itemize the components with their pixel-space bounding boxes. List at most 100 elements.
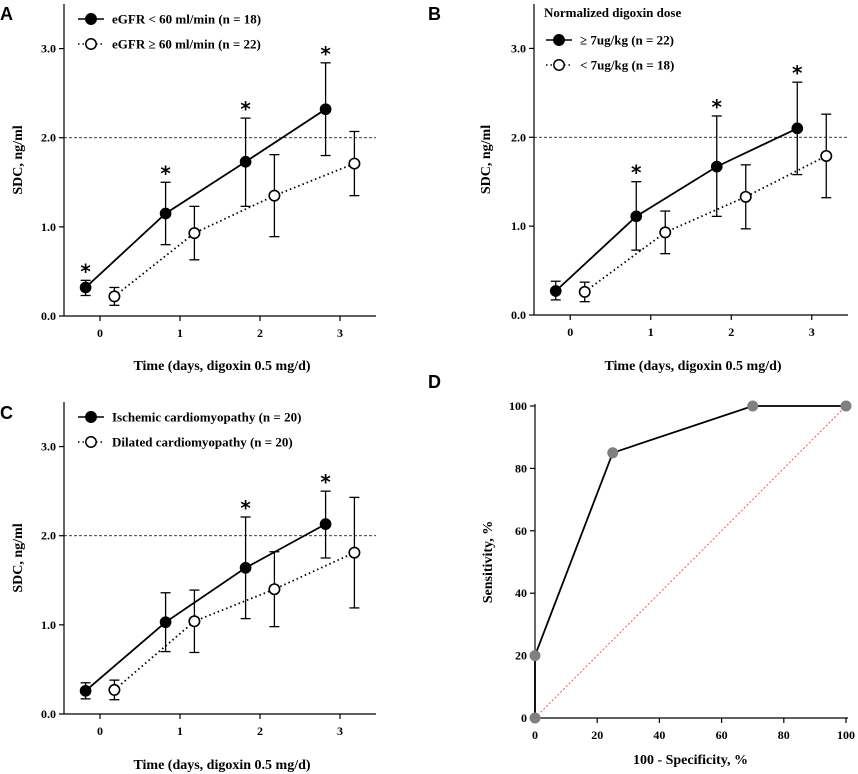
x-axis-title: Time (days, digoxin 0.5 mg/d)	[133, 758, 310, 773]
x-tick-label: 3	[809, 325, 815, 339]
x-tick-label: 100	[837, 728, 855, 742]
x-tick-label: 1	[177, 326, 183, 340]
series-line	[85, 523, 327, 692]
roc-point	[607, 447, 619, 459]
x-tick-label: 1	[648, 325, 654, 339]
x-tick-label: 3	[337, 724, 343, 738]
data-point	[108, 683, 121, 696]
y-tick-label: 0.0	[511, 308, 526, 322]
data-point	[578, 285, 591, 298]
y-tick-label: 2.0	[511, 130, 526, 144]
panel-label: D	[428, 372, 441, 392]
y-tick-label: 3.0	[41, 42, 56, 56]
significance-star: *	[631, 161, 642, 185]
series-line	[113, 162, 355, 298]
diagonal-reference-line	[534, 405, 847, 719]
data-point	[159, 207, 172, 220]
series-line	[113, 551, 355, 691]
significance-star: *	[160, 161, 171, 185]
x-axis-title: Time (days, digoxin 0.5 mg/d)	[604, 359, 781, 374]
y-tick-label: 1.0	[41, 220, 56, 234]
data-point	[108, 290, 121, 303]
significance-star: *	[792, 61, 803, 85]
y-tick-label: 20	[515, 649, 527, 663]
y-axis-title: SDC, ng/ml	[11, 125, 26, 194]
legend-label: eGFR < 60 ml/min (n = 18)	[112, 12, 261, 27]
panel-label: B	[428, 4, 441, 24]
y-tick-label: 0.0	[41, 707, 56, 721]
data-point	[791, 122, 804, 135]
data-point	[348, 546, 361, 559]
y-tick-label: 40	[515, 586, 527, 600]
data-point	[630, 210, 643, 223]
legend-label: eGFR ≥ 60 ml/min (n = 22)	[112, 37, 261, 52]
x-tick-label: 0	[97, 326, 103, 340]
x-tick-label: 20	[591, 728, 603, 742]
data-point	[268, 189, 281, 202]
x-axis-title: 100 - Specificity, %	[633, 753, 748, 768]
legend-marker	[85, 13, 97, 25]
legend-marker	[553, 59, 565, 71]
x-tick-label: 0	[532, 728, 538, 742]
data-point	[268, 583, 281, 596]
panel-label: C	[0, 403, 13, 423]
legend-marker	[553, 34, 565, 46]
panel-a: A 0.0 1.0 2.0 3.0 0 1 2 3 Time (days, digoxin 0.5…	[0, 4, 376, 374]
panel-d: D 0 20 40 60 80 100 0 20 40 60 80 100 100 - Specifici…	[428, 372, 855, 768]
data-point	[239, 155, 252, 168]
x-tick-label: 80	[778, 728, 790, 742]
x-tick-label: 0	[97, 724, 103, 738]
data-point	[659, 226, 672, 239]
significance-star: *	[320, 470, 331, 494]
x-tick-label: 2	[257, 326, 263, 340]
data-point	[319, 518, 332, 530]
roc-point	[747, 400, 759, 412]
panel-label: A	[0, 4, 13, 24]
significance-star: *	[240, 496, 251, 520]
y-tick-label: 1.0	[511, 219, 526, 233]
data-point	[319, 103, 332, 116]
significance-star: *	[712, 95, 723, 119]
panel-b: B 0.0 1.0 2.0 3.0 0 1 2 3 Time (days, digoxin 0.5…	[428, 4, 848, 374]
y-axis-title: SDC, ng/ml	[11, 523, 26, 592]
roc-point	[529, 650, 541, 662]
data-point	[188, 615, 201, 628]
data-point	[239, 561, 252, 574]
x-tick-label: 3	[337, 326, 343, 340]
data-point	[79, 281, 92, 294]
y-tick-label: 3.0	[511, 41, 526, 55]
data-point	[820, 149, 833, 162]
y-tick-label: 100	[509, 399, 527, 413]
data-point	[188, 227, 201, 240]
legend-label: ≥ 7ug/kg (n = 22)	[580, 33, 674, 48]
data-point	[159, 616, 172, 629]
x-tick-label: 0	[567, 325, 573, 339]
y-axis-title: SDC, ng/ml	[479, 125, 494, 194]
y-tick-label: 2.0	[41, 131, 56, 145]
y-tick-label: 3.0	[41, 440, 56, 454]
panel-c: C 0.0 1.0 2.0 3.0 0 1 2 3 Time (days, digoxin 0.5…	[0, 402, 376, 773]
series-line	[584, 155, 827, 293]
y-tick-label: 2.0	[41, 529, 56, 543]
y-tick-label: 80	[515, 461, 527, 475]
data-point	[549, 285, 562, 297]
significance-star: *	[320, 42, 331, 66]
legend-label: < 7ug/kg (n = 18)	[580, 58, 674, 73]
x-tick-label: 60	[716, 728, 728, 742]
significance-star: *	[80, 259, 91, 283]
y-tick-label: 60	[515, 524, 527, 538]
data-point	[739, 190, 752, 203]
series-line	[84, 108, 327, 289]
roc-point	[840, 400, 852, 412]
x-tick-label: 2	[728, 325, 734, 339]
y-tick-label: 1.0	[41, 618, 56, 632]
roc-point	[529, 712, 541, 724]
x-axis-title: Time (days, digoxin 0.5 mg/d)	[133, 359, 310, 374]
data-point	[710, 160, 723, 173]
legend-marker	[85, 38, 97, 50]
legend-marker	[85, 436, 97, 448]
data-point	[348, 157, 361, 170]
legend-marker	[85, 411, 97, 423]
legend-label: Dilated cardiomyopathy (n = 20)	[112, 435, 293, 450]
